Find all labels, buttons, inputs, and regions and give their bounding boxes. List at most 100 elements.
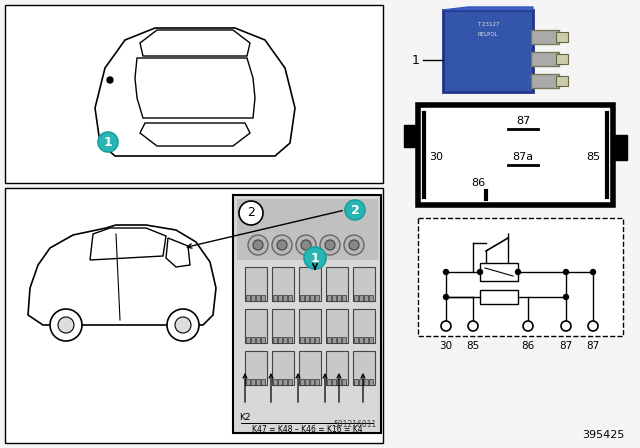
Bar [251, 295, 255, 301]
Bar [272, 351, 294, 385]
Bar [480, 290, 518, 304]
Bar [443, 10, 533, 92]
Bar [556, 76, 568, 86]
Bar [237, 199, 377, 259]
Bar [246, 379, 250, 385]
Bar [310, 295, 314, 301]
Circle shape [167, 309, 199, 341]
Text: 2: 2 [351, 203, 360, 216]
Bar [288, 295, 292, 301]
Text: T 23127: T 23127 [477, 22, 499, 27]
Bar [354, 337, 358, 343]
Bar [531, 74, 559, 88]
Bar [327, 379, 331, 385]
Circle shape [175, 317, 191, 333]
Circle shape [563, 294, 568, 300]
Bar [556, 54, 568, 64]
Text: K2: K2 [239, 413, 251, 422]
Circle shape [239, 201, 263, 225]
Bar [261, 295, 265, 301]
Bar [261, 379, 265, 385]
Bar [326, 267, 348, 301]
Polygon shape [443, 7, 533, 10]
Bar [418, 218, 623, 336]
Bar [613, 135, 627, 160]
Bar [326, 309, 348, 343]
Bar [283, 337, 287, 343]
Bar [353, 267, 375, 301]
Circle shape [253, 240, 263, 250]
Polygon shape [135, 58, 255, 118]
Circle shape [345, 200, 365, 220]
Circle shape [588, 321, 598, 331]
Bar [299, 267, 321, 301]
Bar [256, 379, 260, 385]
Bar [531, 52, 559, 66]
Circle shape [561, 321, 571, 331]
Bar [273, 295, 277, 301]
Bar [246, 295, 250, 301]
Bar [315, 337, 319, 343]
Text: 85: 85 [586, 152, 600, 162]
Bar [342, 337, 346, 343]
Bar [305, 337, 309, 343]
Bar [353, 309, 375, 343]
Bar [299, 351, 321, 385]
Bar [332, 337, 336, 343]
Bar [273, 379, 277, 385]
Bar [278, 337, 282, 343]
Bar [283, 295, 287, 301]
Circle shape [477, 270, 483, 275]
Bar [300, 295, 304, 301]
Circle shape [444, 294, 449, 300]
Bar [299, 309, 321, 343]
Text: 501216011: 501216011 [333, 420, 377, 429]
Text: 87: 87 [559, 341, 573, 351]
Bar [337, 295, 341, 301]
Bar [256, 337, 260, 343]
Bar [246, 337, 250, 343]
Bar [332, 379, 336, 385]
Polygon shape [140, 30, 250, 56]
Text: 86: 86 [471, 178, 485, 188]
Circle shape [248, 235, 268, 255]
Bar [556, 32, 568, 42]
Bar [418, 105, 613, 205]
Bar [300, 379, 304, 385]
Circle shape [58, 317, 74, 333]
Circle shape [344, 235, 364, 255]
Bar [256, 295, 260, 301]
Bar [5, 5, 383, 183]
Bar [261, 337, 265, 343]
Text: K47 = K48 – K46 = K16 = K4: K47 = K48 – K46 = K16 = K4 [252, 425, 362, 434]
Bar [245, 267, 267, 301]
Text: RELPOL: RELPOL [477, 33, 499, 38]
Bar [315, 295, 319, 301]
Bar [369, 337, 373, 343]
Bar [359, 295, 363, 301]
Bar [233, 195, 381, 433]
Bar [288, 337, 292, 343]
Bar [337, 379, 341, 385]
Bar [288, 379, 292, 385]
Text: 1: 1 [104, 135, 113, 148]
Polygon shape [90, 228, 166, 260]
Polygon shape [140, 123, 250, 146]
Bar [369, 295, 373, 301]
Circle shape [515, 270, 520, 275]
Polygon shape [166, 238, 190, 267]
Bar [310, 379, 314, 385]
Bar [359, 379, 363, 385]
Bar [310, 337, 314, 343]
Text: 85: 85 [467, 341, 479, 351]
Bar [300, 337, 304, 343]
Bar [326, 351, 348, 385]
Bar [404, 125, 418, 147]
Circle shape [325, 240, 335, 250]
Circle shape [320, 235, 340, 255]
Bar [480, 263, 518, 281]
Text: 395425: 395425 [582, 430, 625, 440]
Circle shape [468, 321, 478, 331]
Text: 87a: 87a [513, 152, 534, 162]
Bar [251, 379, 255, 385]
